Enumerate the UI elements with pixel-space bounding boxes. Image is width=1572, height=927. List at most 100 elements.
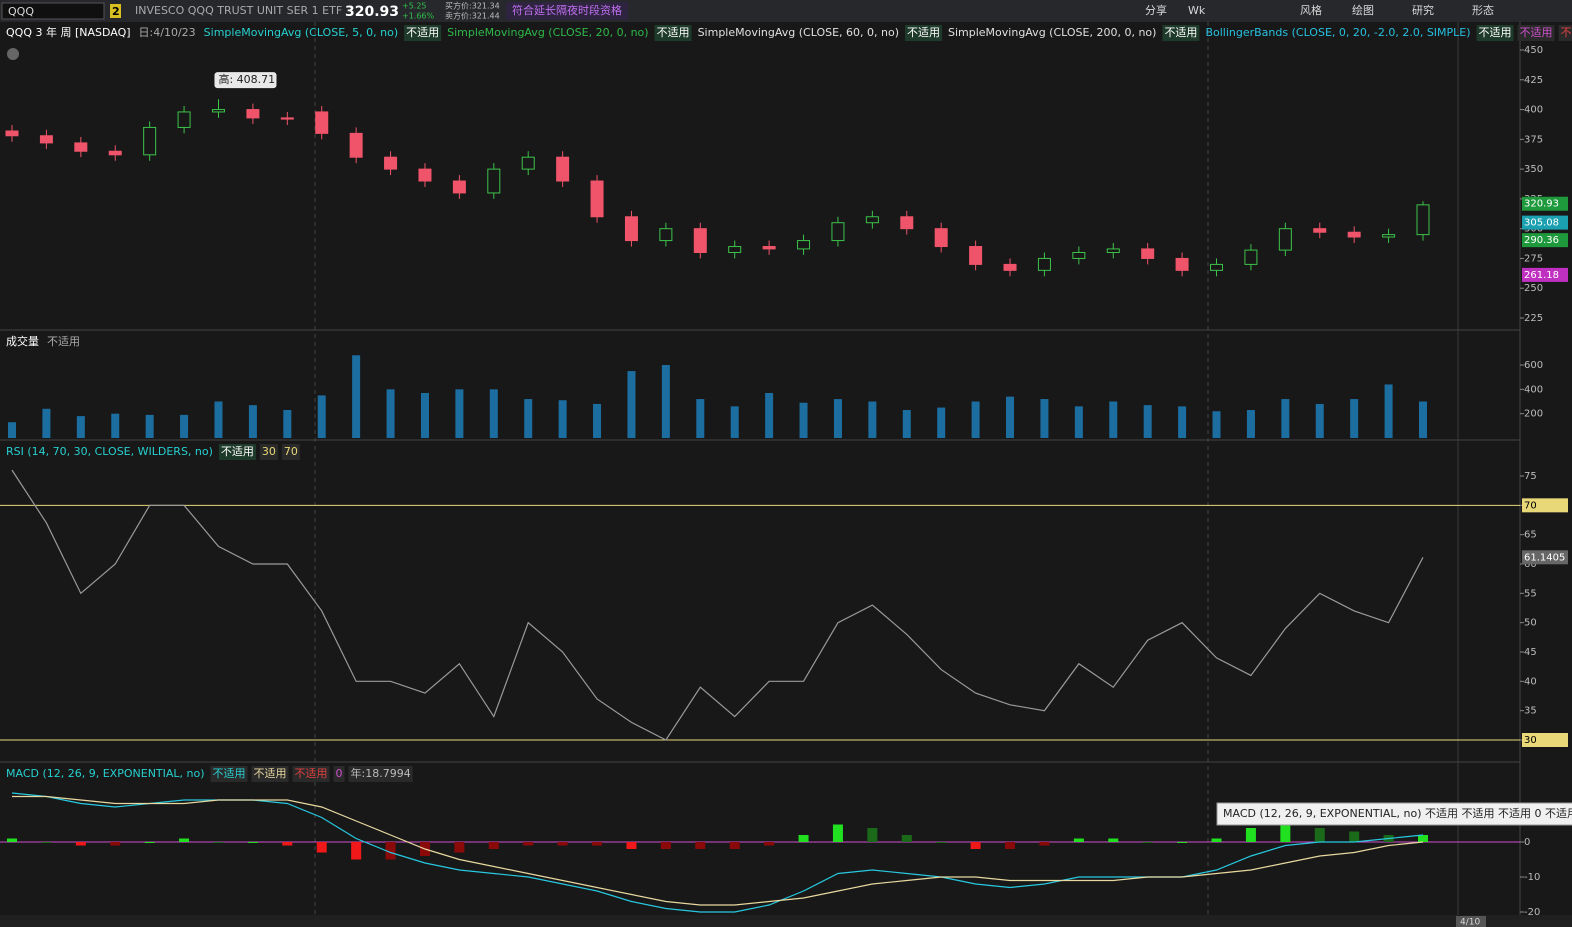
candle-body [1072, 251, 1086, 259]
candle-body [865, 216, 879, 224]
volume-bar [765, 392, 774, 438]
candle-body [418, 168, 432, 182]
volume-bar [1074, 406, 1083, 438]
y-tick-label: 45 [1524, 647, 1537, 658]
volume-bar [1350, 399, 1359, 438]
volume-bar [524, 399, 533, 438]
macd-histogram [1211, 838, 1222, 842]
header-label: 日:4/10/23 [139, 26, 196, 39]
volume-bar [352, 355, 361, 438]
y-tick-label: 65 [1524, 530, 1537, 541]
macd-histogram [523, 842, 534, 846]
macd-histogram [179, 838, 190, 842]
y-tick-label: 425 [1524, 75, 1543, 86]
macd-histogram [695, 842, 706, 849]
macd-histogram [144, 842, 155, 843]
volume-bar [283, 410, 292, 438]
macd-histogram [1073, 838, 1084, 842]
value-badge [1522, 733, 1568, 747]
value-badge-label: 305.08 [1524, 218, 1559, 229]
candle-body [452, 180, 466, 194]
toolbar-button[interactable]: 分享 [1145, 3, 1167, 17]
candle-body [384, 156, 398, 170]
macd-histogram [626, 842, 637, 849]
tooltip: MACD (12, 26, 9, EXPONENTIAL, no) 不适用 不适… [1223, 807, 1572, 820]
candle-body [556, 156, 570, 182]
last-date: 4/10 [1460, 918, 1480, 927]
toolbar-button[interactable]: 绘图 [1352, 3, 1374, 17]
header-box [210, 766, 248, 782]
volume-bar [558, 400, 567, 438]
header-label: 不适用 [1520, 26, 1553, 39]
candle-body [1313, 228, 1327, 233]
macd-histogram [1349, 831, 1360, 842]
macd-histogram [660, 842, 671, 849]
volume-bar [1246, 410, 1255, 438]
candle-body [969, 246, 983, 265]
header-label: 70 [284, 445, 298, 458]
candle-body [246, 109, 260, 119]
y-tick-label: 250 [1524, 283, 1543, 294]
value-badge-label: 30 [1524, 735, 1537, 746]
value-badge-label: 261.18 [1524, 270, 1559, 281]
header-box [218, 444, 256, 460]
toolbar-button[interactable]: Wk [1188, 4, 1206, 17]
eth: 符合延长隔夜时段资格 [512, 3, 622, 17]
volume-bar [833, 399, 842, 438]
header-label: 年:18.7994 [351, 766, 411, 780]
toolbar [0, 0, 1572, 22]
toolbar-button[interactable]: 风格 [1300, 3, 1322, 17]
volume-bar [1178, 406, 1187, 438]
value-badge [1522, 498, 1568, 513]
candle-body [1141, 248, 1155, 259]
macd-histogram [970, 842, 981, 849]
high-callout [214, 72, 277, 89]
volume-bar [1281, 399, 1290, 438]
volume-bar [386, 389, 395, 438]
description: INVESCO QQQ TRUST UNIT SER 1 ETF [135, 4, 342, 17]
toolbar-button[interactable]: 形态 [1472, 4, 1494, 17]
candle-body [1347, 231, 1361, 238]
link-badge[interactable] [110, 4, 121, 18]
volume-bar [420, 392, 429, 438]
header-label: RSI (14, 70, 30, CLOSE, WILDERS, no) [6, 445, 213, 458]
y-tick-label: 375 [1524, 134, 1543, 145]
header-label: SimpleMovingAvg (CLOSE, 200, 0, no) [948, 26, 1156, 39]
macd-histogram [7, 838, 17, 842]
header-label: 不适用 [221, 445, 254, 458]
macd-histogram [247, 842, 258, 843]
volume-bar [937, 407, 946, 438]
volume-bar [1315, 403, 1324, 438]
header-label: 成交量 [6, 334, 39, 348]
symbol-box[interactable] [1, 2, 105, 20]
candle-body [624, 216, 638, 242]
macd-histogram [901, 835, 912, 842]
header-label: 不适用 [47, 335, 80, 348]
header-box [333, 766, 345, 782]
y-tick-label: 400 [1524, 384, 1543, 395]
symbol[interactable]: QQQ [8, 5, 34, 18]
candle-body [349, 132, 363, 158]
y-tick-label: 400 [1524, 105, 1543, 116]
candle-body [143, 126, 157, 156]
macd-histogram [213, 842, 224, 843]
y-tick-label: -10 [1524, 872, 1540, 883]
candle-body [177, 111, 191, 128]
y-tick-label: 35 [1524, 706, 1537, 717]
candle-body [934, 228, 948, 248]
value-badge-label: 320.93 [1524, 199, 1559, 210]
toolbar-button[interactable]: 研究 [1412, 3, 1434, 17]
value-badge [1522, 550, 1568, 565]
link[interactable]: 2 [112, 5, 120, 18]
candle-body [1003, 263, 1017, 271]
y-tick-label: 225 [1524, 313, 1543, 324]
macd-histogram [1418, 835, 1428, 842]
macd-histogram [1177, 842, 1188, 843]
macd-histogram [1005, 842, 1016, 849]
candle-body [900, 216, 914, 230]
volume-bar [180, 414, 189, 438]
candle-body [1210, 263, 1224, 271]
candle-body [1037, 257, 1051, 271]
y-tick-label: 275 [1524, 253, 1543, 264]
info-icon[interactable] [7, 48, 19, 60]
